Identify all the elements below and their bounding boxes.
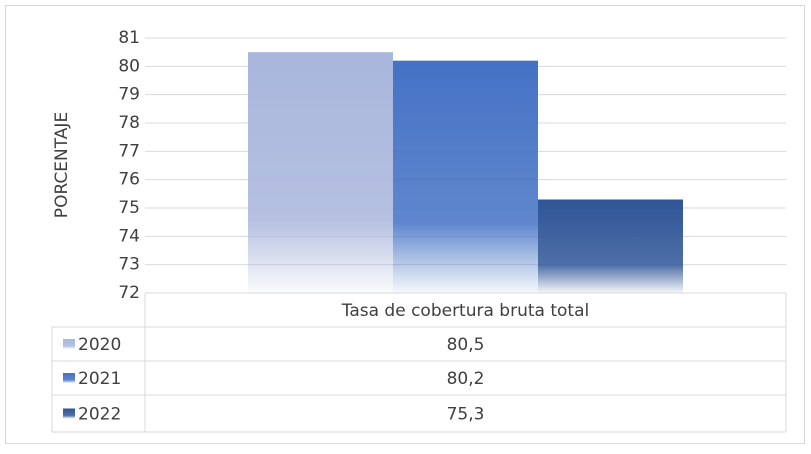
y-tick-label: 78 xyxy=(118,113,140,133)
legend-swatch xyxy=(63,408,75,419)
legend-label: 2021 xyxy=(78,369,121,389)
y-tick-label: 80 xyxy=(118,56,140,76)
bar xyxy=(248,52,393,293)
x-tick-label: Tasa de cobertura bruta total xyxy=(341,301,589,321)
y-tick-label: 76 xyxy=(118,170,140,190)
y-tick-label: 79 xyxy=(118,85,140,105)
y-tick-label: 73 xyxy=(118,255,140,275)
legend-label: 2020 xyxy=(78,335,121,355)
legend-label: 2022 xyxy=(78,405,121,425)
table-value: 80,5 xyxy=(447,335,485,355)
y-tick-label: 72 xyxy=(118,283,140,303)
legend-swatch xyxy=(63,373,75,383)
y-tick-label: 74 xyxy=(118,226,140,246)
y-tick-label: 77 xyxy=(118,141,140,161)
y-tick-label: 75 xyxy=(118,198,140,218)
table-value: 75,3 xyxy=(447,405,485,425)
y-axis-label: PORCENTAJE xyxy=(52,112,72,218)
table-value: 80,2 xyxy=(447,369,485,389)
y-tick-label: 81 xyxy=(118,28,140,48)
legend-swatch xyxy=(63,339,75,349)
bar xyxy=(538,199,683,293)
bar xyxy=(393,60,538,293)
